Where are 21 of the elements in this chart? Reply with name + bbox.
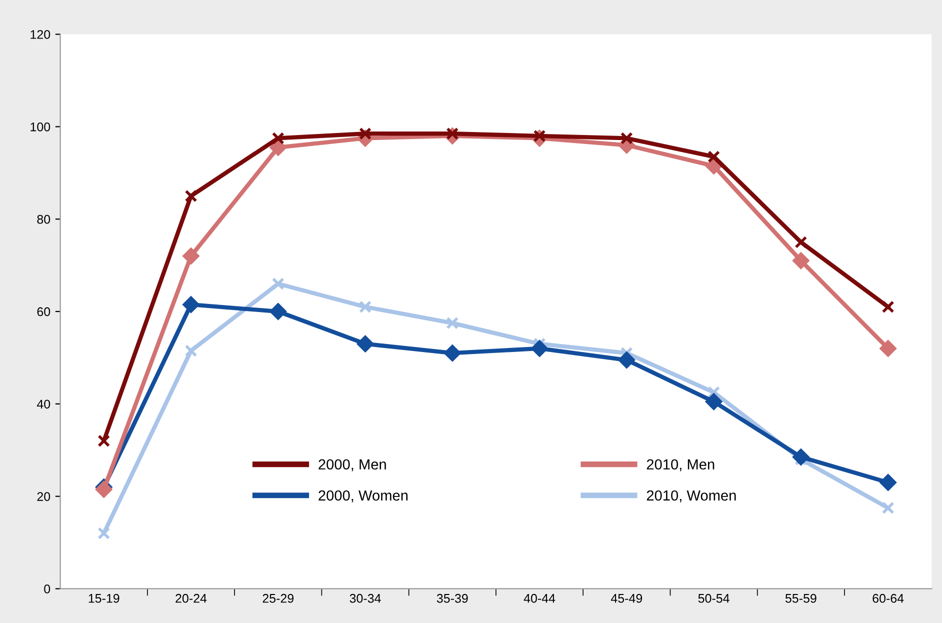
- x-tick-label: 25-29: [262, 594, 294, 603]
- legend-label: 2000, Men: [318, 459, 386, 472]
- y-tick-label: 60: [37, 307, 50, 316]
- x-tick-label: 55-59: [785, 594, 816, 603]
- y-tick-label: 40: [36, 400, 50, 409]
- y-tick-label: 100: [30, 122, 50, 132]
- x-tick-label: 20-24: [176, 594, 207, 603]
- legend-label: 2000, Women: [318, 490, 408, 502]
- x-tick-label: 15-19: [88, 594, 120, 603]
- y-tick-label: 120: [30, 30, 50, 39]
- x-tick-label: 60-64: [872, 594, 904, 603]
- legend-label: 2010, Men: [646, 459, 714, 472]
- y-tick-label: 80: [37, 214, 50, 224]
- x-tick-label: 30-34: [350, 594, 381, 603]
- y-tick-label: 0: [44, 584, 50, 594]
- x-tick-label: 40-44: [524, 594, 556, 603]
- legend-label: 2010, Women: [646, 490, 736, 502]
- x-tick-label: 50-54: [698, 594, 730, 603]
- x-tick-label: 35-39: [436, 594, 468, 603]
- x-tick-label: 45-49: [610, 594, 642, 603]
- y-tick-label: 20: [37, 492, 50, 501]
